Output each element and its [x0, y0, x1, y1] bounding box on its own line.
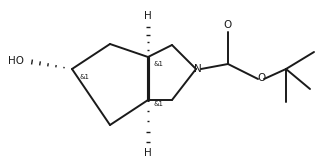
- Text: N: N: [194, 64, 202, 74]
- Text: O: O: [224, 20, 232, 30]
- Text: O: O: [257, 73, 265, 83]
- Text: &1: &1: [153, 61, 163, 67]
- Text: &1: &1: [153, 101, 163, 107]
- Text: H: H: [144, 11, 152, 21]
- Text: H: H: [144, 148, 152, 157]
- Text: HO: HO: [8, 56, 24, 66]
- Text: &1: &1: [80, 74, 90, 80]
